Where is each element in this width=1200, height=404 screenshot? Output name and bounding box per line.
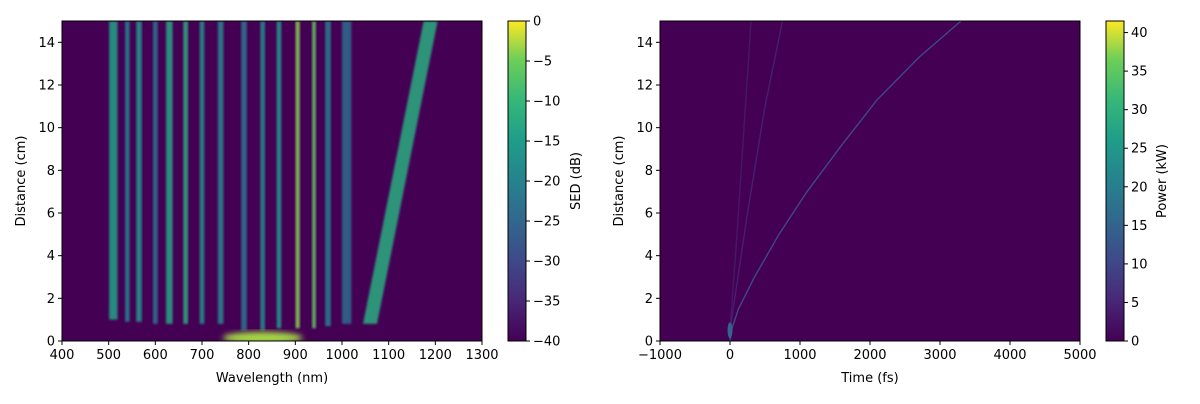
spectrum-x-axis-label: Wavelength (nm) [216, 371, 328, 386]
x-tick-label: 1000 [325, 348, 358, 363]
temporal-x-ticks: −1000 0 1000 2000 3000 4000 5000 [638, 341, 1097, 363]
colorbar-tick-label: 0 [1131, 335, 1139, 350]
spectral-band [241, 21, 247, 331]
y-tick-label: 10 [636, 121, 653, 136]
temporal-colorbar [1106, 21, 1124, 341]
temporal-colorbar-ticks: 0 5 10 15 20 25 30 35 40 [1124, 26, 1148, 350]
pulse-trace [729, 21, 962, 341]
spectral-band [183, 21, 188, 324]
spectral-band [109, 21, 118, 320]
spectral-band [342, 21, 352, 324]
x-tick-label: −1000 [638, 348, 682, 363]
x-tick-label: 600 [143, 348, 168, 363]
spectrum-colorbar [508, 21, 526, 341]
y-tick-label: 14 [38, 36, 55, 51]
colorbar-tick-label: 5 [1131, 296, 1139, 311]
y-tick-label: 14 [636, 36, 653, 51]
colorbar-tick-label: −40 [533, 335, 560, 350]
spectrum-colorbar-label: SED (dB) [569, 152, 584, 210]
y-tick-label: 0 [645, 335, 653, 350]
peak-spot [727, 322, 733, 339]
y-tick-label: 2 [47, 292, 55, 307]
spectrum-x-ticks: 400 500 600 700 800 900 1000 1100 1200 1300 [50, 341, 499, 363]
colorbar-tick-label: −35 [533, 295, 560, 310]
spectral-band [153, 21, 158, 324]
spectrum-y-ticks: 0 2 4 6 8 10 12 14 [38, 36, 62, 350]
colorbar-tick-label: 0 [533, 15, 541, 30]
y-tick-label: 10 [38, 121, 55, 136]
x-tick-label: 1300 [465, 348, 498, 363]
x-tick-label: 5000 [1063, 348, 1096, 363]
temporal-heatmap-marks [727, 21, 962, 341]
colorbar-tick-label: 25 [1131, 142, 1148, 157]
pulse-trace [729, 21, 752, 332]
colorbar-tick-label: −10 [533, 95, 560, 110]
x-tick-label: 400 [50, 348, 75, 363]
spectral-band [325, 21, 331, 327]
temporal-colorbar-label: Power (kW) [1155, 144, 1170, 218]
x-tick-label: 1100 [372, 348, 405, 363]
spectral-band [217, 21, 224, 324]
y-tick-label: 4 [645, 249, 653, 264]
y-tick-label: 8 [47, 164, 55, 179]
colorbar-tick-label: 40 [1131, 26, 1148, 41]
y-tick-label: 6 [645, 207, 653, 222]
y-tick-label: 4 [47, 249, 55, 264]
pump-spot [222, 331, 303, 341]
spectral-band [276, 21, 282, 329]
y-tick-label: 0 [47, 335, 55, 350]
colorbar-tick-label: 15 [1131, 219, 1148, 234]
x-tick-label: 500 [96, 348, 121, 363]
x-tick-label: 700 [190, 348, 215, 363]
temporal-heatmap-background [660, 21, 1080, 341]
colorbar-tick-label: −15 [533, 135, 560, 150]
colorbar-tick-label: 35 [1131, 65, 1148, 80]
colorbar-tick-label: −5 [533, 55, 552, 70]
spectral-band [260, 21, 265, 331]
x-tick-label: 1200 [419, 348, 452, 363]
y-tick-label: 8 [645, 164, 653, 179]
colorbar-tick-label: 20 [1131, 180, 1148, 195]
temporal-x-axis-label: Time (fs) [840, 371, 898, 386]
spectrum-colorbar-ticks: 0 −5 −10 −15 −20 −25 −30 −35 −40 [526, 15, 560, 350]
spectral-band [166, 21, 173, 324]
y-tick-label: 6 [47, 207, 55, 222]
spectrum-heatmap-background [62, 21, 482, 341]
y-tick-label: 12 [636, 79, 653, 94]
colorbar-tick-label: 30 [1131, 103, 1148, 118]
temporal-y-ticks: 0 2 4 6 8 10 12 14 [636, 36, 660, 350]
pulse-trace [729, 21, 784, 332]
x-tick-label: 0 [726, 348, 734, 363]
spectrum-y-axis-label: Distance (cm) [14, 136, 29, 227]
spectrum-panel: 400 500 600 700 800 900 1000 1100 1200 1300 0 2 4 6 8… [14, 15, 584, 387]
x-tick-label: 4000 [993, 348, 1026, 363]
spectral-band [125, 21, 130, 322]
spectral-band [363, 21, 438, 324]
y-tick-label: 12 [38, 79, 55, 94]
x-tick-label: 2000 [853, 348, 886, 363]
x-tick-label: 900 [283, 348, 308, 363]
x-tick-label: 1000 [783, 348, 816, 363]
spectral-band [199, 21, 205, 324]
spectrum-plot-frame [61, 20, 483, 342]
y-tick-label: 2 [645, 292, 653, 307]
colorbar-tick-label: −25 [533, 215, 560, 230]
colorbar-tick-label: −30 [533, 255, 560, 270]
spectral-band [136, 21, 142, 322]
x-tick-label: 800 [236, 348, 261, 363]
temporal-y-axis-label: Distance (cm) [612, 136, 627, 227]
temporal-colorbar-frame [1105, 20, 1125, 342]
x-tick-label: 3000 [923, 348, 956, 363]
spectrum-heatmap-marks [109, 21, 438, 341]
colorbar-tick-label: −20 [533, 175, 560, 190]
colorbar-tick-label: 10 [1131, 257, 1148, 272]
spectral-band [295, 21, 300, 329]
spectral-band [312, 21, 316, 329]
